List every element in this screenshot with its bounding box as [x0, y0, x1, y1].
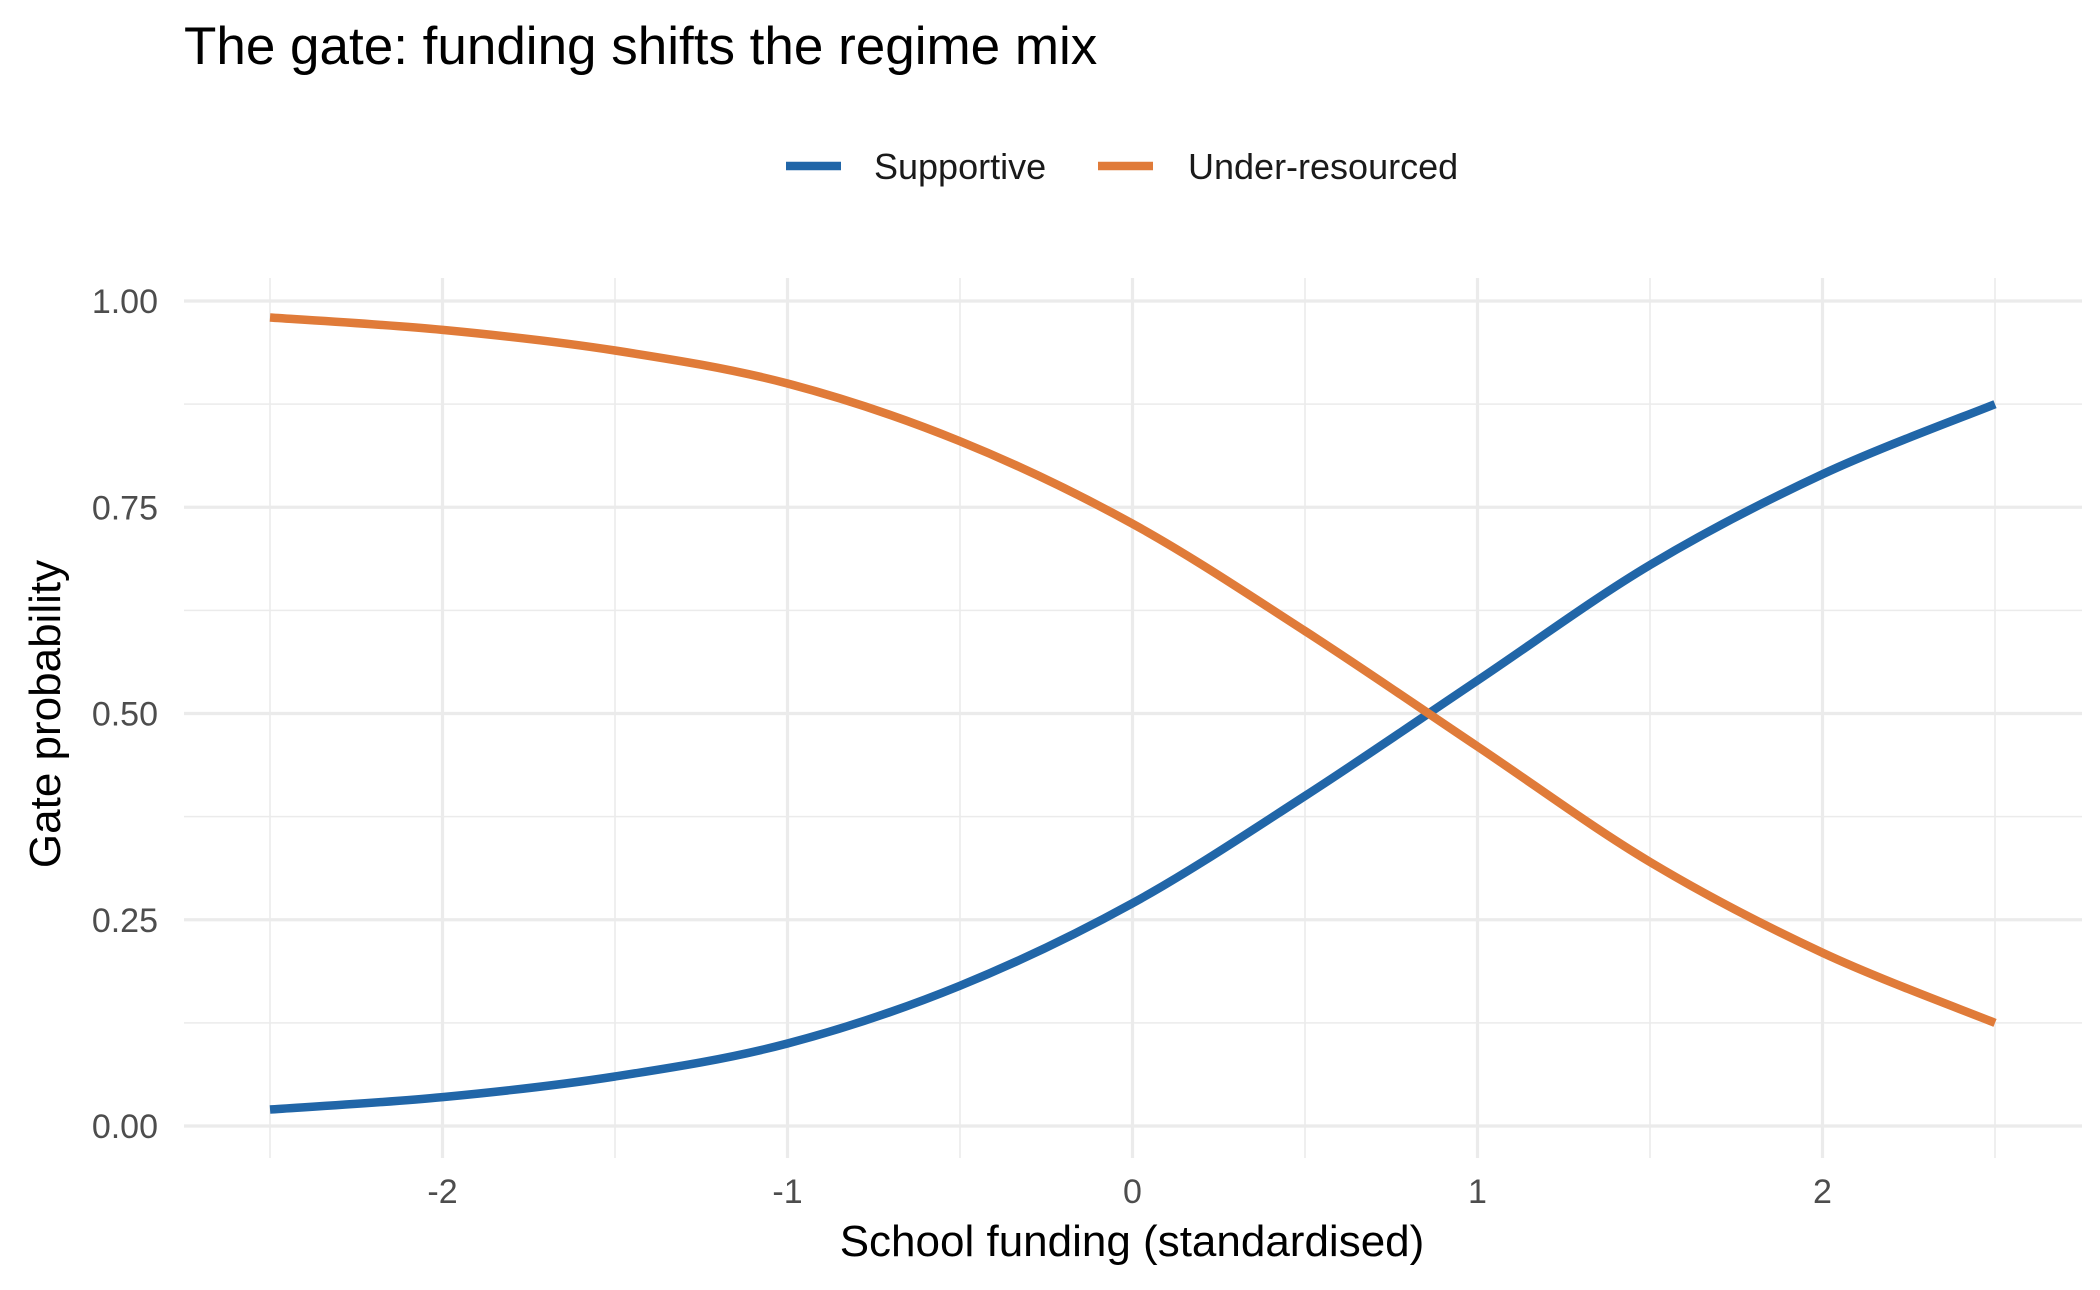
- plot-panel: [184, 278, 2082, 1158]
- x-tick-label: -1: [772, 1173, 802, 1211]
- grid: [184, 278, 2082, 1158]
- y-axis: 0.00 0.25 0.50 0.75 1.00: [92, 283, 158, 1146]
- x-tick-label: 0: [1123, 1173, 1142, 1211]
- x-axis-title: School funding (standardised): [840, 1217, 1425, 1266]
- series-line-under-resourced: [269, 313, 1997, 1027]
- legend-label-under-resourced: Under-resourced: [1188, 146, 1458, 187]
- y-tick-label: 0.25: [92, 902, 158, 940]
- y-axis-title: Gate probability: [21, 560, 70, 868]
- y-tick-label: 1.00: [92, 283, 158, 321]
- x-axis: -2 -1 0 1 2: [427, 1173, 1832, 1211]
- y-tick-label: 0.75: [92, 489, 158, 527]
- x-tick-label: 2: [1813, 1173, 1832, 1211]
- legend: Supportive Under-resourced: [786, 146, 1458, 187]
- series-line-supportive: [269, 400, 1997, 1114]
- x-tick-label: 1: [1468, 1173, 1487, 1211]
- y-tick-label: 0.50: [92, 696, 158, 734]
- chart-title: The gate: funding shifts the regime mix: [184, 17, 1097, 76]
- legend-label-supportive: Supportive: [874, 146, 1046, 187]
- series-lines: [269, 313, 1997, 1114]
- y-tick-label: 0.00: [92, 1108, 158, 1146]
- x-tick-label: -2: [427, 1173, 457, 1211]
